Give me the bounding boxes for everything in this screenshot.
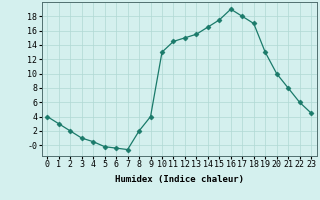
X-axis label: Humidex (Indice chaleur): Humidex (Indice chaleur) (115, 175, 244, 184)
